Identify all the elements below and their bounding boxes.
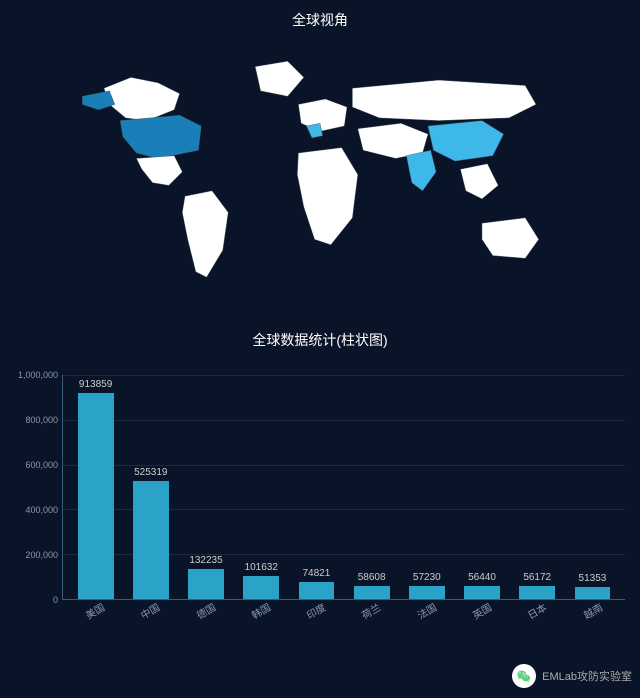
region-india <box>406 150 436 191</box>
y-tick: 800,000 <box>8 415 58 425</box>
bar-value: 913859 <box>79 379 112 390</box>
bar-value: 101632 <box>245 562 278 573</box>
bars-group: 913859 525319 132235 101632 74821 58608 57230 5… <box>63 375 625 599</box>
y-tick: 600,000 <box>8 460 58 470</box>
chart-title: 全球数据统计(柱状图) <box>0 320 640 360</box>
bar-value: 51353 <box>579 573 607 584</box>
y-tick: 200,000 <box>8 550 58 560</box>
y-tick: 1,000,000 <box>8 370 58 380</box>
x-axis-labels: 美国中国德国韩国印度荷兰法国英国日本越南 <box>62 603 625 618</box>
y-tick: 0 <box>8 595 58 605</box>
bar-value: 74821 <box>303 568 331 579</box>
y-axis: 0200,000400,000600,000800,0001,000,000 <box>8 375 58 600</box>
bar <box>78 393 114 599</box>
watermark-text: EMLab攻防实验室 <box>542 668 632 684</box>
region-alaska <box>82 91 114 110</box>
watermark: EMLab攻防实验室 <box>512 664 632 688</box>
bar-wrap: 525319 <box>125 467 176 599</box>
bar <box>133 481 169 599</box>
world-map <box>0 40 640 320</box>
bar-value: 132235 <box>189 555 222 566</box>
bar-value: 58608 <box>358 572 386 583</box>
y-tick: 400,000 <box>8 505 58 515</box>
bar-value: 56440 <box>468 572 496 583</box>
map-title: 全球视角 <box>0 0 640 40</box>
wechat-icon <box>512 664 536 688</box>
bar-value: 525319 <box>134 467 167 478</box>
bar-wrap: 913859 <box>70 379 121 599</box>
plot-area: 913859 525319 132235 101632 74821 58608 57230 5… <box>62 375 625 600</box>
bar-value: 56172 <box>523 572 551 583</box>
region-usa <box>120 115 201 158</box>
world-map-svg <box>50 45 590 315</box>
region-china <box>428 121 504 162</box>
bar-value: 57230 <box>413 572 441 583</box>
region-france <box>307 123 323 138</box>
bar-chart: 0 200,000 400,000 600,000 800,000 1,000,000 9… <box>0 360 640 640</box>
